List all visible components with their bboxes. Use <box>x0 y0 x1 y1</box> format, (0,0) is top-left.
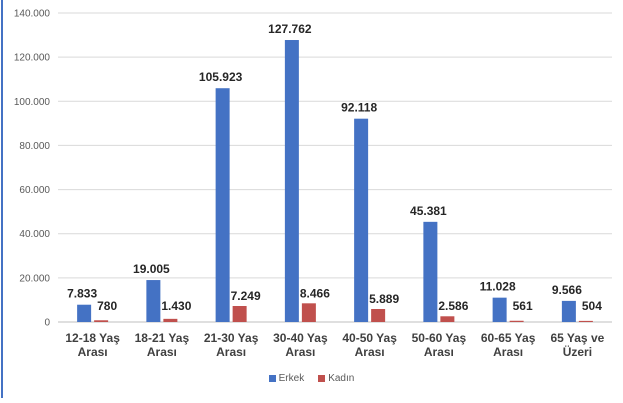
x-category-label: Üzeri <box>563 344 592 359</box>
bar-erkek <box>215 88 230 323</box>
x-category-label: Arası <box>355 345 385 359</box>
data-label-kadin: 7.249 <box>231 289 261 303</box>
x-category-label: 21-30 Yaş <box>204 331 259 345</box>
x-category-label: Arası <box>424 345 454 359</box>
bar-kadin <box>301 303 316 322</box>
legend-item-erkek: Erkek <box>268 373 305 384</box>
bar-kadin <box>94 320 109 322</box>
x-category-label: Arası <box>78 345 108 359</box>
x-category-label: Arası <box>493 345 523 359</box>
y-tick-label: 140.000 <box>14 9 51 20</box>
data-label-erkek: 11.028 <box>480 280 516 294</box>
bar-erkek <box>146 280 161 322</box>
legend-swatch-kadin <box>318 375 326 382</box>
data-label-erkek: 7.833 <box>67 287 97 301</box>
y-tick-label: 20.000 <box>19 273 50 284</box>
y-tick-label: 60.000 <box>19 185 50 196</box>
x-category-label: 30-40 Yaş <box>273 331 328 345</box>
data-label-kadin: 5.889 <box>369 292 399 306</box>
legend-swatch-erkek <box>268 375 276 382</box>
bar-kadin <box>509 320 524 322</box>
data-label-kadin: 561 <box>513 299 533 313</box>
data-label-kadin: 504 <box>582 299 602 313</box>
legend-label-kadin: Kadın <box>328 373 355 384</box>
bar-kadin <box>163 318 178 322</box>
bar-erkek <box>423 221 438 322</box>
data-label-kadin: 2.586 <box>438 299 468 313</box>
bar-erkek <box>492 297 507 322</box>
chart-legend: Erkek Kadın <box>0 373 623 384</box>
x-category-label: Arası <box>147 345 177 359</box>
data-label-kadin: 780 <box>97 299 117 313</box>
data-label-erkek: 92.118 <box>341 101 377 115</box>
legend-item-kadin: Kadın <box>318 373 354 384</box>
legend-label-erkek: Erkek <box>278 373 305 384</box>
bar-kadin <box>371 309 386 322</box>
x-category-label: 50-60 Yaş <box>412 331 467 345</box>
y-tick-label: 80.000 <box>19 141 50 152</box>
y-tick-label: 40.000 <box>19 229 50 240</box>
x-category-label: 60-65 Yaş <box>481 331 536 345</box>
x-category-label: 40-50 Yaş <box>342 331 397 345</box>
data-label-kadin: 1.430 <box>161 299 191 313</box>
data-label-kadin: 8.466 <box>300 286 330 300</box>
data-label-erkek: 127.762 <box>268 22 312 36</box>
x-category-label: Arası <box>285 345 315 359</box>
data-label-erkek: 45.381 <box>410 204 447 218</box>
y-tick-label: 100.000 <box>14 97 51 108</box>
bar-erkek <box>284 40 299 322</box>
left-border-line <box>1 0 3 398</box>
bar-kadin <box>440 316 455 322</box>
x-category-label: 12-18 Yaş <box>65 331 120 345</box>
x-category-label: Arası <box>216 345 246 359</box>
bar-kadin <box>232 306 247 322</box>
bar-erkek <box>561 300 576 322</box>
x-category-label: 18-21 Yaş <box>135 331 190 345</box>
bar-kadin <box>578 320 593 322</box>
y-tick-label: 0 <box>44 318 50 329</box>
bar-erkek <box>77 304 92 322</box>
data-label-erkek: 105.923 <box>199 70 243 84</box>
y-tick-label: 120.000 <box>14 53 51 64</box>
x-category-label: 65 Yaş ve <box>550 331 604 345</box>
data-label-erkek: 19.005 <box>133 262 170 276</box>
data-label-erkek: 9.566 <box>552 283 582 297</box>
bar-erkek <box>354 118 369 323</box>
